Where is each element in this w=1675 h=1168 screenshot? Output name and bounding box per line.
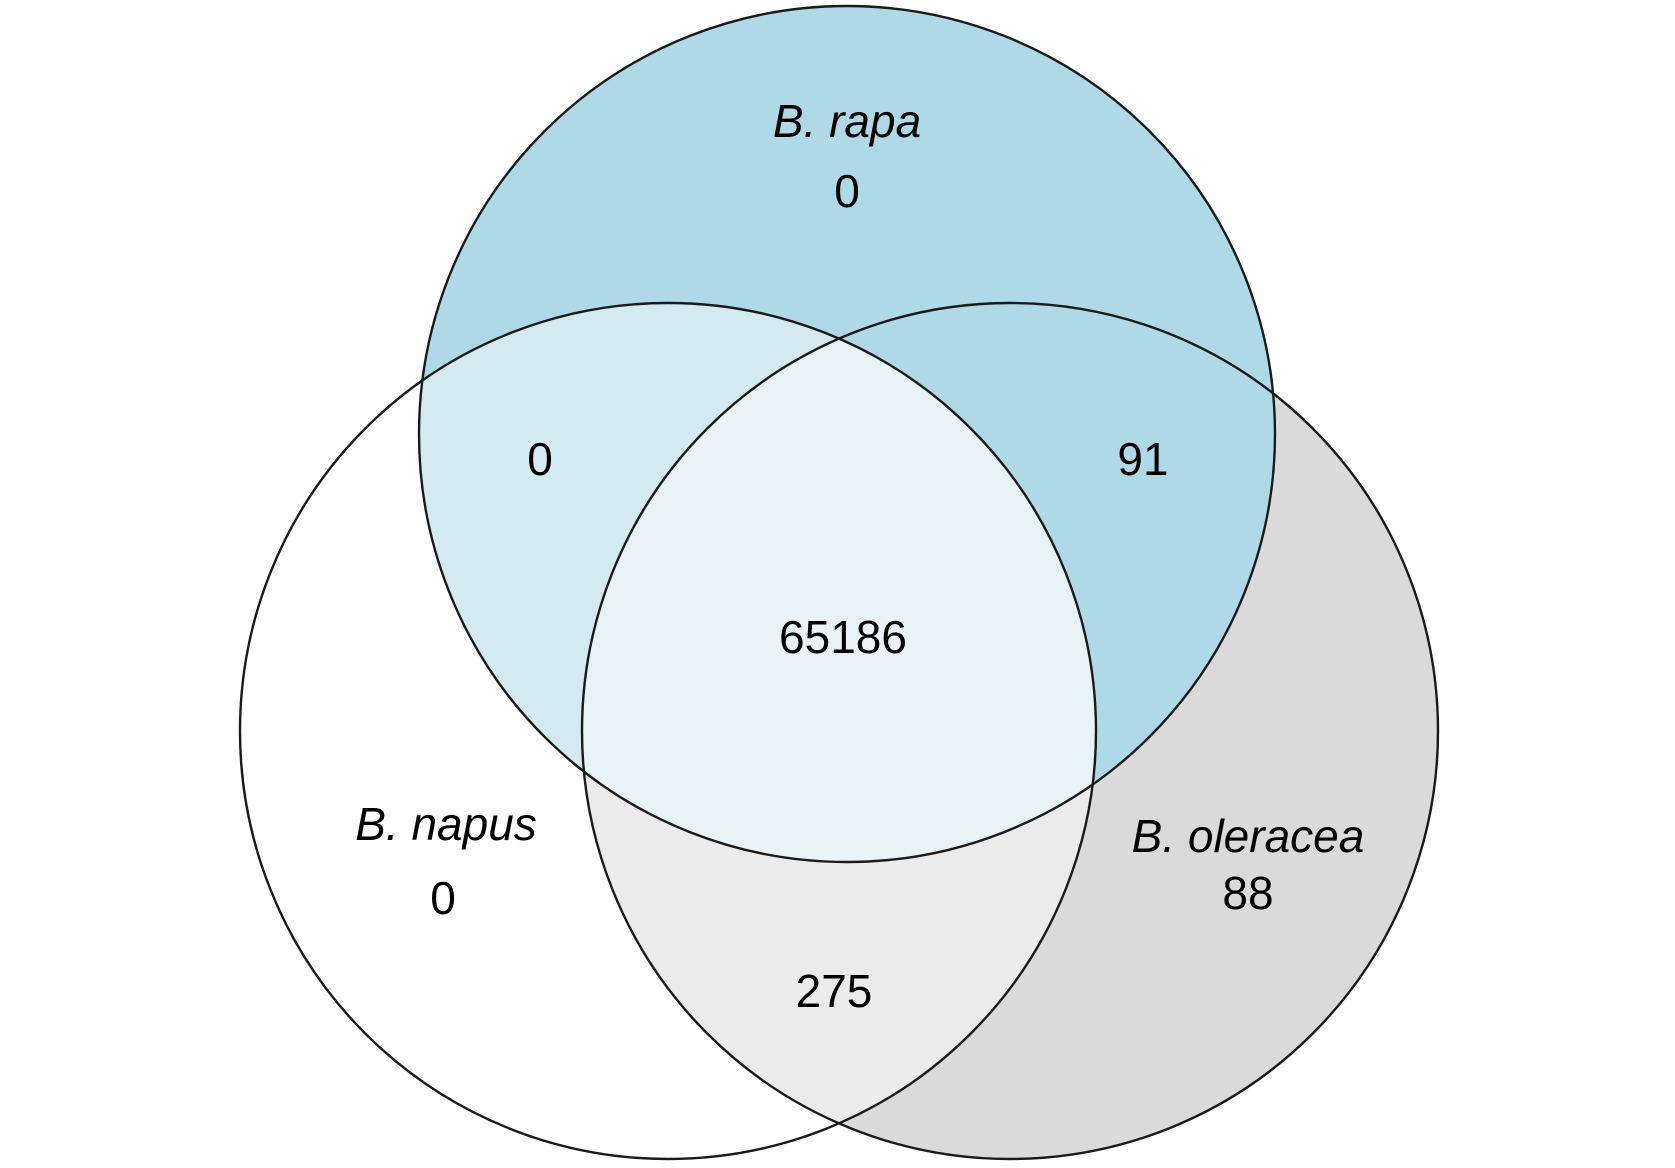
overlap-rapa-oleracea-tint — [582, 303, 1096, 1159]
count-rapa-only: 0 — [834, 165, 860, 217]
count-napus-oleracea: 275 — [796, 965, 873, 1017]
count-napus-only: 0 — [430, 872, 456, 924]
count-oleracea-only: 88 — [1222, 867, 1273, 919]
overlap-rapa-tint — [419, 303, 1096, 862]
outline-oleracea — [580, 301, 1440, 1161]
outline-napus — [238, 301, 1098, 1161]
circle-rapa — [419, 6, 1275, 862]
label-rapa: B. rapa — [773, 95, 921, 147]
count-rapa-oleracea: 91 — [1117, 433, 1168, 485]
outline-rapa — [417, 4, 1277, 864]
count-rapa-napus: 0 — [527, 433, 553, 485]
label-oleracea: B. oleracea — [1132, 810, 1365, 862]
count-all-three: 65186 — [779, 611, 907, 663]
label-napus: B. napus — [355, 798, 537, 850]
